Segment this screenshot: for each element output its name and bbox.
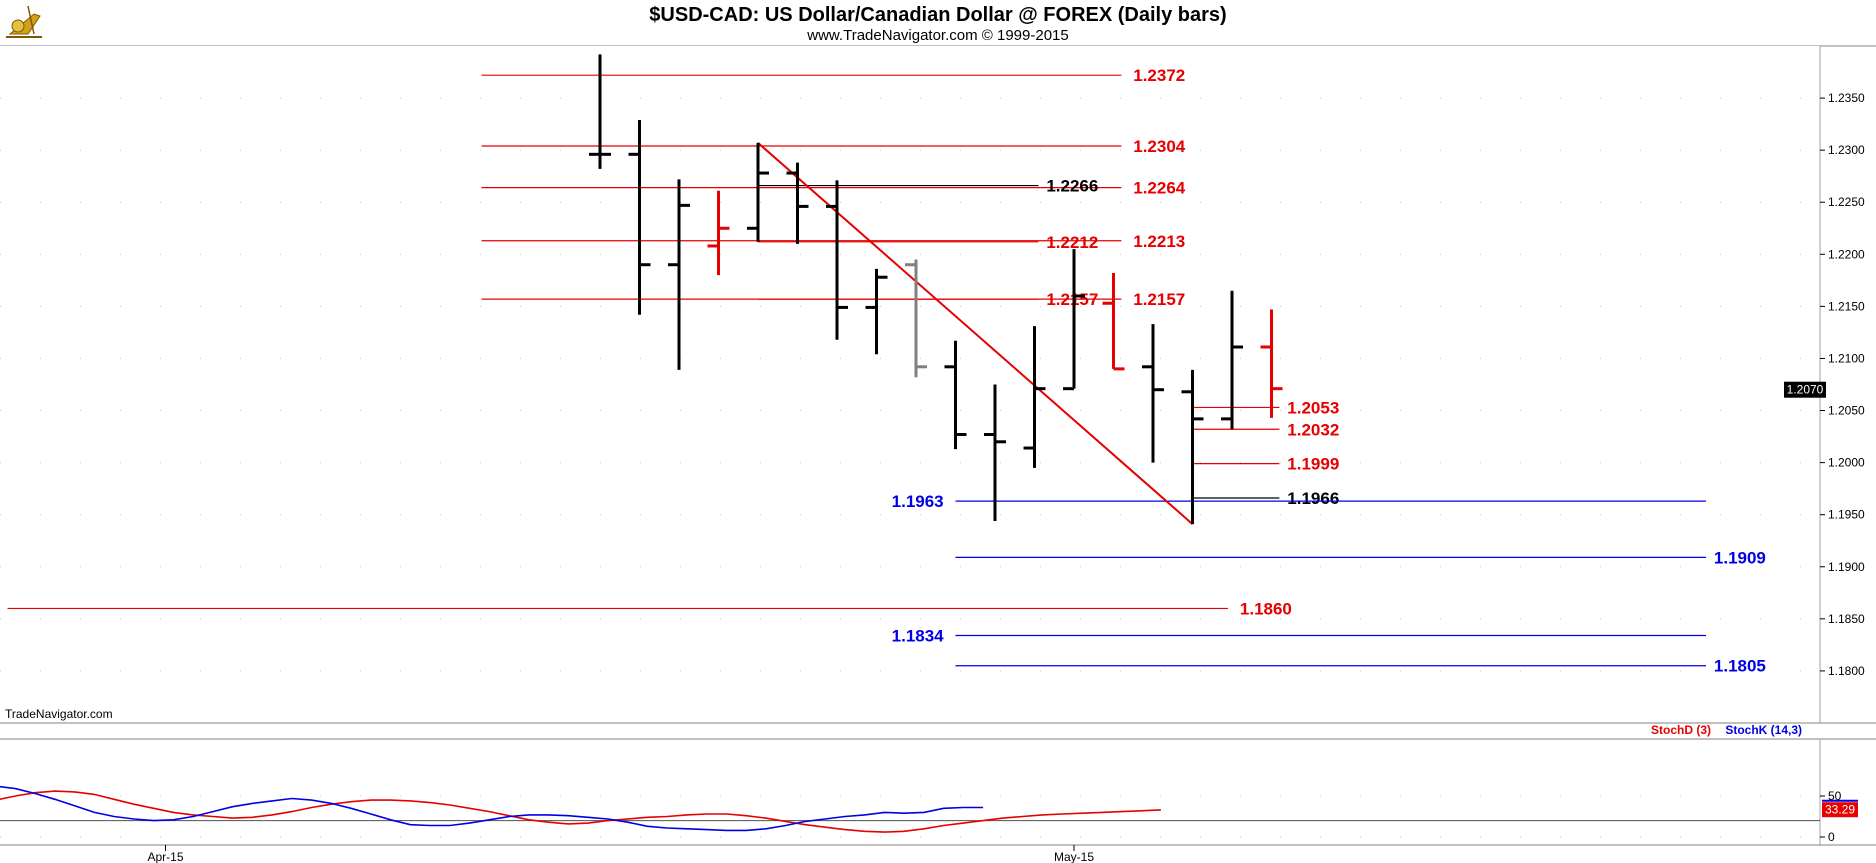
- level-label: 1.2212: [1046, 233, 1098, 252]
- ohlc-bar: [1260, 309, 1283, 418]
- ohlc-bar: [668, 179, 690, 370]
- y-tick-label: 1.2300: [1828, 143, 1865, 157]
- ohlc-bar: [747, 142, 769, 242]
- ohlc-bar: [1142, 324, 1164, 463]
- y-tick-label: 1.2350: [1828, 91, 1865, 105]
- level-label: 1.1966: [1287, 489, 1339, 508]
- level-label: 1.2372: [1133, 66, 1185, 85]
- stochastic-axis: 0 50: [1820, 789, 1842, 844]
- ohlc-bar: [984, 384, 1006, 521]
- y-tick-label: 1.1900: [1828, 560, 1865, 574]
- level-label: 1.2266: [1046, 177, 1098, 196]
- level-label: 1.1805: [1714, 657, 1766, 676]
- ohlc-bar: [826, 180, 848, 340]
- stochastic-last-box: [1822, 802, 1858, 818]
- price-panel: 1.1800 1.1850 1.1900 1.1950 1.2000 1.2050 1.21…: [0, 45, 1876, 724]
- y-tick-label: 1.1850: [1828, 612, 1865, 626]
- page-subtitle: www.TradeNavigator.com © 1999-2015: [806, 27, 1068, 44]
- y-tick-label: 50: [1828, 789, 1842, 803]
- ohlc-bar: [1063, 249, 1085, 391]
- price-levels: 1.2372 1.2304 1.2264 1.2213 1.2157 1.2266 1.22…: [7, 66, 1766, 676]
- y-tick-label: 1.2200: [1828, 247, 1865, 261]
- watermark: TradeNavigator.com: [5, 707, 113, 721]
- stochastic-lines: [0, 785, 1858, 833]
- ohlc-bar: [589, 54, 611, 169]
- y-tick-label: 1.1800: [1828, 664, 1865, 678]
- level-label: 1.2032: [1287, 420, 1339, 439]
- ohlc-bar: [865, 268, 888, 355]
- y-tick-label: 1.2050: [1828, 404, 1865, 418]
- stochastic-panel: StochD (3) StochK (14,3) 0 50 33.29: [0, 723, 1876, 846]
- date-axis: Apr-15 May-15: [147, 845, 1094, 863]
- last-price-box: [1784, 381, 1826, 398]
- level-label: 1.1999: [1287, 455, 1339, 474]
- last-price-marker: 1.2070: [1784, 381, 1826, 398]
- price-axis: 1.1800 1.1850 1.1900 1.1950 1.2000 1.2050 1.21…: [1820, 91, 1865, 678]
- y-tick-label: 1.2150: [1828, 299, 1865, 313]
- ohlc-bar: [1023, 326, 1046, 468]
- stoch-d-legend: StochD (3): [1651, 723, 1711, 737]
- stochastic-last-value: 33.29: [1822, 802, 1858, 818]
- ohlc-bars: [589, 54, 1283, 525]
- page-title: $USD-CAD: US Dollar/Canadian Dollar @ FO…: [649, 4, 1226, 26]
- ohlc-bar: [707, 190, 730, 276]
- stochastic-series-line: [0, 785, 984, 832]
- ohlc-bar: [944, 340, 967, 450]
- level-label: 1.2213: [1133, 232, 1185, 251]
- logo: [6, 5, 42, 38]
- y-tick-label: 0: [1828, 830, 1835, 844]
- ohlc-bar: [628, 119, 651, 315]
- ohlc-bar: [1102, 273, 1125, 371]
- last-price-label: 1.2070: [1787, 383, 1824, 397]
- ohlc-bar: [905, 259, 927, 378]
- level-label: 1.1834: [892, 627, 945, 646]
- ohlc-bar: [1221, 290, 1243, 430]
- price-plot-area: [0, 46, 1820, 723]
- level-label: 1.1909: [1714, 548, 1766, 567]
- y-tick-label: 1.2100: [1828, 351, 1865, 365]
- x-tick-label: May-15: [1054, 850, 1094, 863]
- level-label: 1.2157: [1046, 290, 1098, 309]
- sextant-logo-icon: [6, 5, 42, 38]
- stochastic-series-line: [0, 790, 1161, 833]
- level-label: 1.2157: [1133, 290, 1185, 309]
- level-label: 1.2304: [1133, 137, 1186, 156]
- level-label: 1.2053: [1287, 398, 1339, 417]
- level-label: 1.1963: [892, 492, 944, 511]
- y-tick-label: 1.2000: [1828, 456, 1865, 470]
- stoch-k-legend: StochK (14,3): [1725, 723, 1802, 737]
- y-tick-label: 1.1950: [1828, 508, 1865, 522]
- y-tick-label: 1.2250: [1828, 195, 1865, 209]
- level-label: 1.1860: [1240, 599, 1292, 618]
- stochastic-last-label: 33.29: [1825, 803, 1855, 817]
- level-label: 1.2264: [1133, 179, 1186, 198]
- ohlc-bar: [1181, 369, 1204, 525]
- ohlc-bar: [786, 162, 809, 244]
- x-tick-label: Apr-15: [147, 850, 183, 863]
